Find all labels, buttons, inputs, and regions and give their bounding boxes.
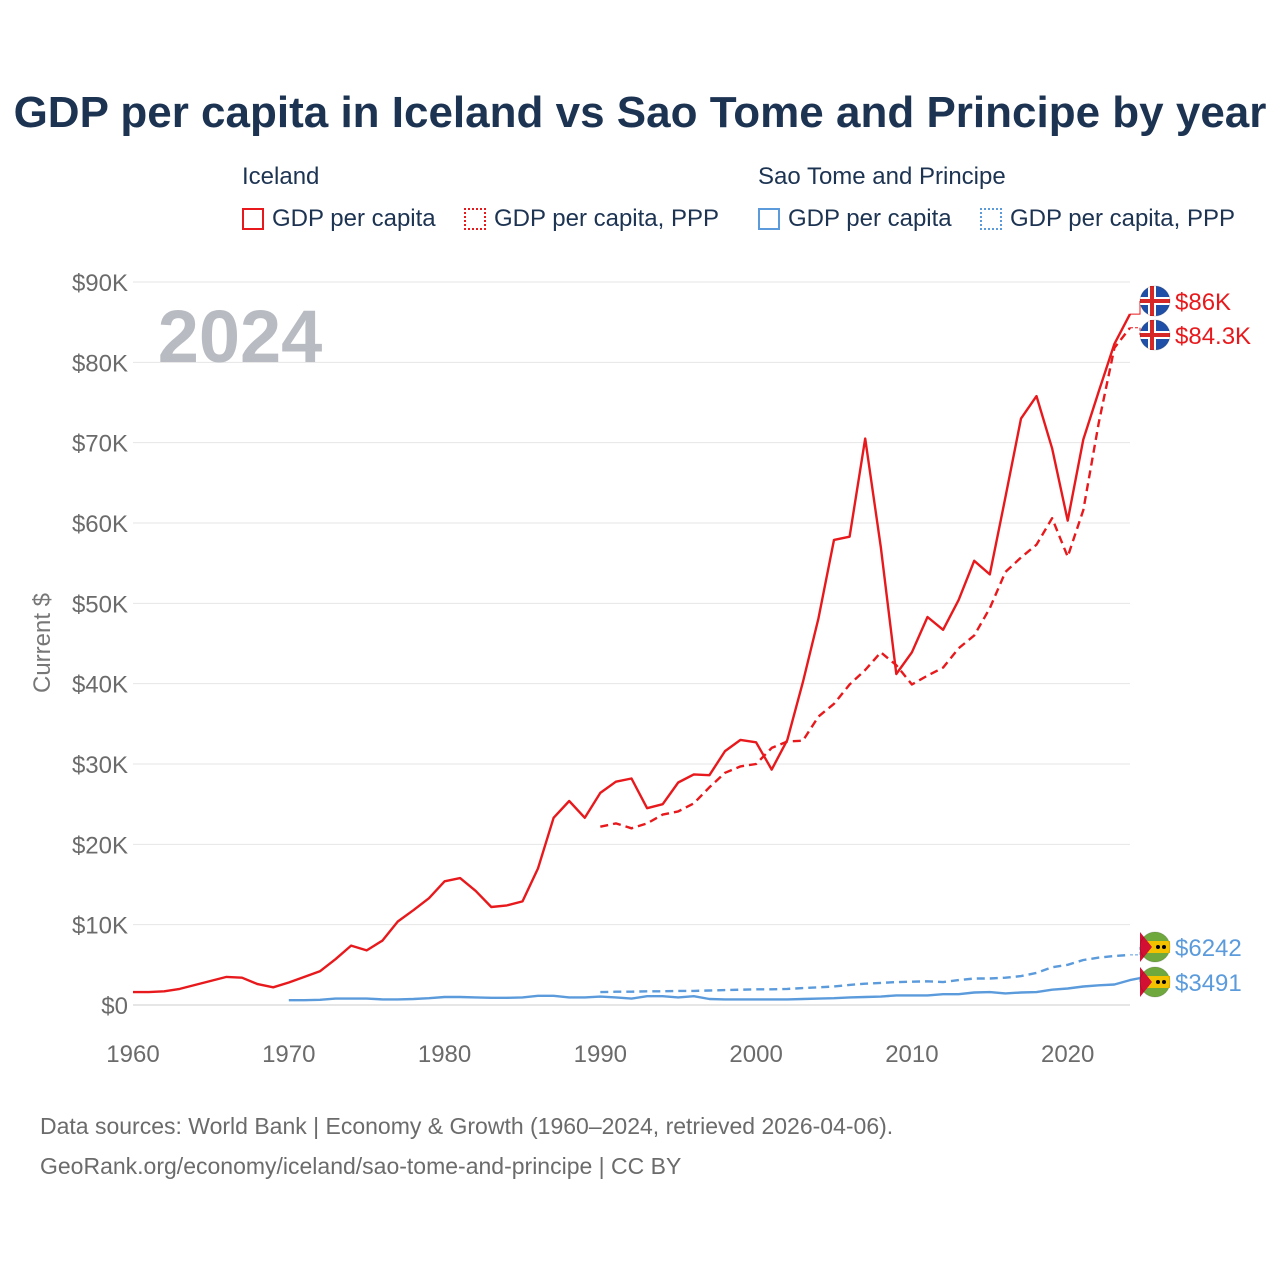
series-line-0	[133, 313, 1132, 994]
flag-cross-v-red	[1150, 320, 1154, 350]
legend-group-name: Iceland	[242, 163, 320, 190]
end-value-label: $3491	[1175, 970, 1242, 997]
flag-star	[1156, 980, 1160, 984]
flag-star	[1162, 980, 1166, 984]
series-line-3	[600, 953, 1131, 994]
grid-lines	[133, 281, 1130, 1006]
flag-cross-v-red	[1150, 286, 1154, 316]
axes: $0 $10K $20K $30K $40K $50K $60K $70K $80K $90K 19…	[72, 270, 1094, 1068]
y-tick-label: $80K	[72, 350, 128, 377]
leader-line	[1130, 301, 1141, 315]
legend-item-label: GDP per capita	[788, 205, 952, 232]
legend-swatch-solid	[758, 208, 780, 230]
legend-item-label: GDP per capita	[272, 205, 436, 232]
legend-swatch-dotted	[464, 208, 486, 230]
legend-group-iceland: Iceland GDP per capita GDP per capita, P…	[242, 163, 742, 243]
flag-outline	[1139, 931, 1171, 963]
flag-triangle	[1140, 967, 1152, 997]
legend-group-name: Sao Tome and Principe	[758, 163, 1006, 190]
flag-cross-h-red	[1140, 333, 1170, 337]
y-tick-label: $30K	[72, 752, 128, 779]
sao-tome-flag-icon	[1139, 931, 1171, 963]
sao-tome-flag-icon	[1139, 966, 1171, 998]
x-tick-label: 1980	[418, 1041, 471, 1068]
x-tick-label: 2020	[1041, 1041, 1094, 1068]
x-tick-label: 2010	[885, 1041, 938, 1068]
legend-item-label: GDP per capita, PPP	[494, 205, 719, 232]
leader-line	[1130, 947, 1141, 956]
iceland-flag-icon	[1139, 319, 1171, 351]
y-tick-label: $10K	[72, 913, 128, 940]
year-watermark: 2024	[158, 295, 323, 378]
y-tick-label: $60K	[72, 511, 128, 538]
legend-item-stp-gdp-ppp[interactable]: GDP per capita, PPP	[980, 205, 1235, 233]
flag-star	[1162, 945, 1166, 949]
y-tick-label: $70K	[72, 431, 128, 458]
flag-outline	[1139, 285, 1171, 317]
x-tick-label: 1970	[262, 1041, 315, 1068]
flag-star	[1156, 945, 1160, 949]
x-tick-label: 1960	[106, 1041, 159, 1068]
series-line-1	[600, 327, 1131, 830]
chart-title: GDP per capita in Iceland vs Sao Tome an…	[13, 88, 1267, 137]
flag-cross-h-red	[1140, 299, 1170, 303]
x-tick-label: 2000	[729, 1041, 782, 1068]
footer-sources: Data sources: World Bank | Economy & Gro…	[40, 1113, 894, 1139]
leader-line	[1130, 327, 1141, 335]
footer: Data sources: World Bank | Economy & Gro…	[40, 1106, 893, 1186]
y-tick-label: $90K	[72, 270, 128, 297]
end-labels: $86K $84.3K $3491 $6242	[1130, 285, 1251, 998]
legend-group-sao-tome: Sao Tome and Principe GDP per capita GDP…	[758, 163, 1258, 243]
legend-item-iceland-gdp-ppp[interactable]: GDP per capita, PPP	[464, 205, 719, 233]
series-layer	[133, 313, 1146, 1002]
end-value-label: $6242	[1175, 935, 1242, 962]
flag-triangle	[1140, 932, 1152, 962]
legend-item-iceland-gdp[interactable]: GDP per capita	[242, 205, 436, 233]
y-tick-label: $0	[101, 993, 128, 1020]
legend-item-stp-gdp[interactable]: GDP per capita	[758, 205, 952, 233]
iceland-flag-icon	[1139, 285, 1171, 317]
legend-swatch-dotted	[980, 208, 1002, 230]
footer-url: GeoRank.org/economy/iceland/sao-tome-and…	[40, 1153, 682, 1179]
legend-item-label: GDP per capita, PPP	[1010, 205, 1235, 232]
flag-outline	[1139, 966, 1171, 998]
series-line-2	[288, 975, 1146, 1002]
y-tick-label: $50K	[72, 591, 128, 618]
y-axis-label: Current $	[29, 593, 56, 693]
y-tick-label: $20K	[72, 832, 128, 859]
x-tick-label: 1990	[574, 1041, 627, 1068]
y-tick-label: $40K	[72, 672, 128, 699]
legend-swatch-solid	[242, 208, 264, 230]
flag-outline	[1139, 319, 1171, 351]
end-value-label: $84.3K	[1175, 323, 1251, 350]
end-value-label: $86K	[1175, 289, 1231, 316]
